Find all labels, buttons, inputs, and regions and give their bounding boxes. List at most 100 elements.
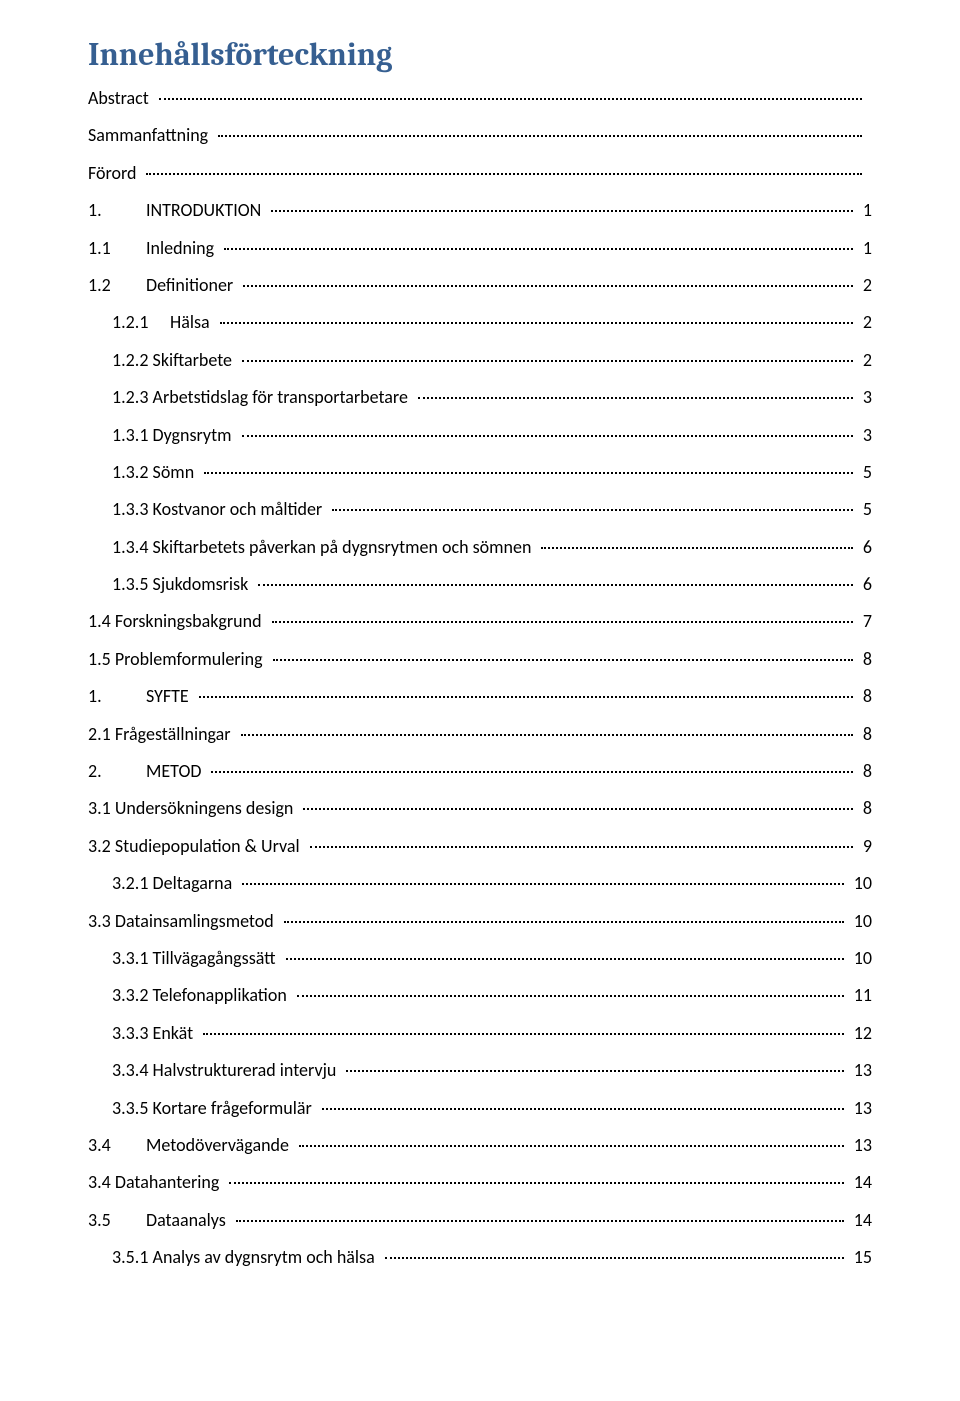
toc-entry-label: Abstract — [88, 87, 155, 110]
toc-dot-leader — [272, 621, 853, 623]
toc-entry-page: 2 — [857, 349, 872, 372]
toc-dot-leader — [332, 509, 853, 511]
toc-dot-leader — [541, 547, 852, 549]
toc-dot-leader — [236, 1220, 844, 1222]
toc-entry: 3.3 Datainsamlingsmetod 10 — [88, 910, 872, 933]
toc-entry-label: 1.3.3 Kostvanor och måltider — [112, 498, 328, 521]
toc-entry-title: Deltagarna — [153, 872, 233, 894]
toc-entry-page: 8 — [857, 723, 872, 746]
toc-entry-page: 10 — [848, 910, 872, 933]
toc-entry-title: Förord — [88, 162, 136, 184]
toc-entry-title: Forskningsbakgrund — [115, 610, 262, 632]
toc-entry-label: 1.3.5 Sjukdomsrisk — [112, 573, 254, 596]
toc-entry-title: Datainsamlingsmetod — [115, 910, 274, 932]
toc-entry: 3.3.3 Enkät12 — [112, 1022, 872, 1045]
toc-entry-title: Skiftarbetets påverkan på dygnsrytmen oc… — [153, 536, 532, 558]
toc-entry-label: 1.5 Problemformulering — [88, 648, 269, 671]
toc-dot-leader — [346, 1070, 843, 1072]
toc-entry-title: Arbetstidslag för transportarbetare — [153, 386, 408, 408]
toc-entry-label: 3.3.4 Halvstrukturerad intervju — [112, 1059, 342, 1082]
toc-dot-leader — [242, 360, 853, 362]
toc-dot-leader — [241, 734, 853, 736]
toc-entry: 3.4 Datahantering14 — [88, 1171, 872, 1194]
toc-entry-number: 1.5 — [88, 648, 111, 671]
toc-entry: 3.2 Studiepopulation & Urval 9 — [88, 835, 872, 858]
toc-entry-title: Skiftarbete — [153, 349, 232, 371]
toc-entry-label: 2.1 Frågeställningar — [88, 723, 237, 746]
toc-entry-number: 1.2.2 — [112, 349, 148, 372]
toc-dot-leader — [218, 135, 862, 137]
toc-entry-number: 3.3 — [88, 910, 111, 933]
table-of-contents: AbstractSammanfattningFörord1.INTRODUKTI… — [88, 87, 872, 1270]
toc-entry-page: 10 — [848, 947, 872, 970]
toc-dot-leader — [286, 958, 844, 960]
toc-entry: 3.3.4 Halvstrukturerad intervju13 — [112, 1059, 872, 1082]
toc-entry: 3.3.5 Kortare frågeformulär 13 — [112, 1097, 872, 1120]
toc-entry-label: 3.2 Studiepopulation & Urval — [88, 835, 306, 858]
toc-entry: 1.2Definitioner 2 — [88, 274, 872, 297]
toc-entry: 3.1 Undersökningens design8 — [88, 797, 872, 820]
toc-entry-title: Kortare frågeformulär — [153, 1097, 312, 1119]
toc-entry-label: 3.3.2 Telefonapplikation — [112, 984, 293, 1007]
document-page: Innehållsförteckning AbstractSammanfattn… — [0, 0, 960, 1320]
toc-entry-title: Dataanalys — [146, 1209, 226, 1231]
toc-entry-page: 9 — [857, 835, 872, 858]
toc-entry-number: 1.3.2 — [112, 461, 148, 484]
toc-entry-label: 3.3.5 Kortare frågeformulär — [112, 1097, 318, 1120]
toc-entry-title: Kostvanor och måltider — [153, 498, 323, 520]
toc-entry-number: 1. — [88, 685, 146, 708]
toc-dot-leader — [229, 1182, 843, 1184]
toc-entry: 1.3.5 Sjukdomsrisk 6 — [112, 573, 872, 596]
toc-dot-leader — [146, 173, 862, 175]
toc-entry: 1.3.1 Dygnsrytm3 — [112, 424, 872, 447]
toc-entry-page: 1 — [857, 237, 872, 260]
toc-dot-leader — [199, 696, 853, 698]
toc-entry-number: 1.3.4 — [112, 536, 148, 559]
toc-entry-title: Undersökningens design — [115, 797, 294, 819]
toc-entry-label: 1.1Inledning — [88, 237, 220, 260]
toc-entry-page: 2 — [857, 274, 872, 297]
toc-dot-leader — [322, 1108, 844, 1110]
toc-entry-page: 15 — [848, 1246, 872, 1269]
toc-entry-label: 1.2Definitioner — [88, 274, 239, 297]
toc-entry: 1.INTRODUKTION1 — [88, 199, 872, 222]
toc-entry-label: 3.2.1 Deltagarna — [112, 872, 238, 895]
toc-entry: 1.3.3 Kostvanor och måltider5 — [112, 498, 872, 521]
toc-entry-label: 1.3.2 Sömn — [112, 461, 200, 484]
toc-entry-label: 1.2.3 Arbetstidslag för transportarbetar… — [112, 386, 414, 409]
toc-entry-page: 10 — [848, 872, 872, 895]
toc-entry-number: 1. — [88, 199, 146, 222]
toc-entry: 3.3.2 Telefonapplikation 11 — [112, 984, 872, 1007]
toc-entry-page: 13 — [848, 1097, 872, 1120]
toc-entry-title: Halvstrukturerad intervju — [153, 1059, 337, 1081]
toc-entry: 1.2.2 Skiftarbete 2 — [112, 349, 872, 372]
toc-entry-page: 8 — [857, 760, 872, 783]
toc-entry-title: Enkät — [153, 1022, 194, 1044]
toc-entry: 3.4Metodövervägande13 — [88, 1134, 872, 1157]
toc-entry-page: 11 — [848, 984, 872, 1007]
toc-entry: 1.SYFTE8 — [88, 685, 872, 708]
toc-dot-leader — [242, 435, 853, 437]
toc-entry-number: 3.5 — [88, 1209, 146, 1232]
toc-entry-number: 3.4 — [88, 1171, 111, 1194]
toc-entry-page: 5 — [857, 461, 872, 484]
toc-dot-leader — [303, 808, 852, 810]
toc-dot-leader — [242, 883, 843, 885]
toc-entry-page: 13 — [848, 1134, 872, 1157]
toc-entry: 3.2.1 Deltagarna 10 — [112, 872, 872, 895]
toc-entry: 1.5 Problemformulering 8 — [88, 648, 872, 671]
toc-entry-number: 1.3.1 — [112, 424, 148, 447]
toc-entry-title: Telefonapplikation — [153, 984, 287, 1006]
page-title: Innehållsförteckning — [88, 36, 872, 73]
toc-entry-label: 1.3.4 Skiftarbetets påverkan på dygnsryt… — [112, 536, 537, 559]
toc-entry: 1.2.1Hälsa 2 — [112, 311, 872, 334]
toc-dot-leader — [243, 285, 853, 287]
toc-entry: 1.3.4 Skiftarbetets påverkan på dygnsryt… — [112, 536, 872, 559]
toc-entry-label: 1.2.1Hälsa — [112, 311, 216, 334]
toc-entry-page: 8 — [857, 685, 872, 708]
toc-entry: 1.2.3 Arbetstidslag för transportarbetar… — [112, 386, 872, 409]
toc-entry-page: 2 — [857, 311, 872, 334]
toc-dot-leader — [204, 472, 853, 474]
toc-entry-page: 6 — [857, 573, 872, 596]
toc-entry-page: 8 — [857, 648, 872, 671]
